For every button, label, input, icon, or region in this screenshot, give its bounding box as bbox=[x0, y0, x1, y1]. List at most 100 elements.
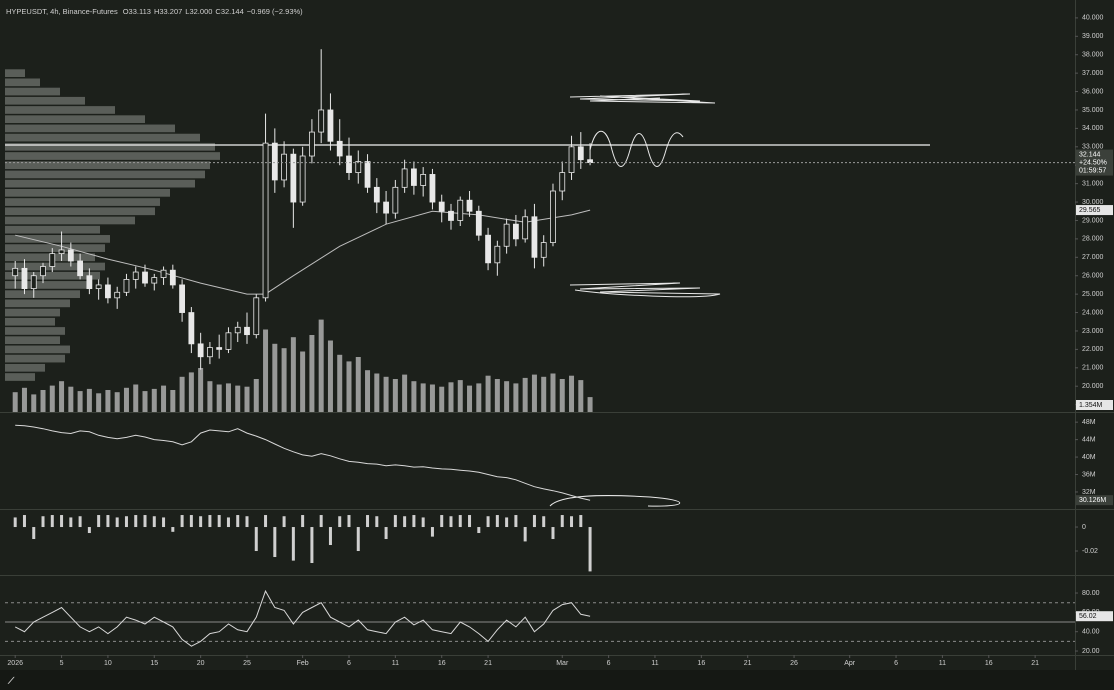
candle-body bbox=[346, 155, 352, 173]
volume-bar bbox=[68, 386, 74, 412]
candle-body bbox=[457, 199, 464, 221]
x-tick-label: 6 bbox=[347, 660, 351, 667]
volume-bar bbox=[272, 343, 278, 412]
volume-profile-bar bbox=[5, 363, 45, 372]
funding-bar bbox=[449, 516, 453, 528]
x-tick-label: Apr bbox=[844, 660, 856, 667]
volume-bar bbox=[513, 383, 519, 412]
candle-body bbox=[299, 155, 306, 203]
candle-body bbox=[160, 269, 167, 278]
y-tick-label: 0 bbox=[1082, 524, 1086, 531]
funding-bar bbox=[523, 527, 527, 542]
x-tick-label: Feb bbox=[297, 660, 309, 667]
volume-profile-bar bbox=[5, 78, 40, 87]
volume-profile-bar bbox=[5, 152, 220, 160]
volume-bar bbox=[179, 376, 185, 412]
volume-value-box bbox=[1076, 400, 1113, 410]
candle-body bbox=[132, 271, 139, 280]
candle-body bbox=[21, 267, 28, 290]
volume-profile-bar bbox=[5, 188, 170, 197]
volume-bar bbox=[318, 319, 324, 412]
volume-bar bbox=[457, 380, 463, 412]
x-tick-label: 10 bbox=[104, 660, 112, 667]
volume-bar bbox=[485, 375, 491, 412]
volume-value: 1.354M bbox=[1079, 402, 1103, 409]
y-tick-label: 33.000 bbox=[1082, 144, 1104, 151]
candle-body bbox=[40, 266, 46, 277]
x-tick-label: 15 bbox=[150, 660, 158, 667]
y-tick-label: 21.000 bbox=[1082, 365, 1104, 372]
volume-bar bbox=[522, 377, 528, 412]
volume-bar bbox=[402, 374, 408, 412]
funding-bar bbox=[421, 517, 425, 528]
volume-bar bbox=[327, 340, 333, 412]
funding-bar bbox=[97, 515, 101, 528]
volume-profile-bar bbox=[5, 142, 215, 151]
volume-bar bbox=[420, 383, 426, 412]
volume-bar bbox=[355, 357, 361, 412]
funding-bar bbox=[226, 517, 230, 528]
funding-bar bbox=[542, 516, 546, 528]
volume-bar bbox=[578, 380, 584, 412]
volume-bar bbox=[467, 385, 473, 412]
y-tick-label: 34.000 bbox=[1082, 125, 1104, 132]
x-tick-label: 20 bbox=[197, 660, 205, 667]
y-tick-label: 28.000 bbox=[1082, 236, 1104, 243]
candle-body bbox=[179, 284, 185, 313]
funding-bar bbox=[375, 516, 379, 528]
candle-body bbox=[86, 275, 93, 290]
y-tick-label: 20.00 bbox=[1082, 648, 1100, 655]
y-tick-label: 80.00 bbox=[1082, 590, 1100, 597]
volume-bar bbox=[244, 386, 250, 412]
candle-body bbox=[475, 210, 482, 236]
volume-profile-bar bbox=[5, 161, 210, 170]
indicator-line bbox=[14, 589, 591, 647]
pane-separators bbox=[0, 0, 1114, 670]
volume-bar bbox=[151, 388, 157, 412]
funding-bar bbox=[403, 516, 407, 528]
y-tick-label: 36.000 bbox=[1082, 88, 1104, 95]
symbol: HYPEUSDT, 4h, Binance-Futures bbox=[6, 7, 118, 16]
volume-bar bbox=[133, 384, 139, 412]
volume-profile-bar bbox=[5, 96, 85, 105]
candle-body bbox=[197, 343, 204, 358]
scribble bbox=[569, 93, 716, 104]
funding-bar bbox=[143, 515, 147, 528]
candle-body bbox=[262, 142, 269, 299]
volume-bar bbox=[569, 375, 575, 412]
y-tick-label: 48M bbox=[1082, 419, 1096, 426]
volume-profile-bar bbox=[5, 345, 70, 354]
volume-bar bbox=[300, 351, 306, 412]
volume-profile-bar bbox=[5, 207, 155, 216]
funding-bar bbox=[217, 515, 221, 528]
funding-bar bbox=[328, 527, 332, 546]
funding-bar bbox=[505, 517, 509, 528]
volume-bar bbox=[216, 384, 222, 412]
funding-bar bbox=[208, 515, 212, 528]
funding-bar bbox=[579, 515, 583, 528]
volume-bar bbox=[411, 381, 417, 412]
candle-body bbox=[30, 275, 37, 290]
footer bbox=[0, 670, 1114, 690]
funding-bar bbox=[245, 516, 249, 528]
candle-body bbox=[327, 109, 334, 142]
funding-bar bbox=[189, 515, 193, 528]
funding-bar bbox=[291, 527, 295, 561]
candle-body bbox=[188, 312, 195, 345]
x-tick-label: 6 bbox=[607, 660, 611, 667]
candle-body bbox=[12, 267, 19, 277]
volume-bar bbox=[253, 379, 259, 412]
x-tick-label: 11 bbox=[392, 660, 399, 667]
funding-bar bbox=[338, 516, 342, 528]
candle-body bbox=[420, 174, 427, 186]
candle-body bbox=[410, 168, 417, 186]
volume-bar bbox=[123, 387, 129, 412]
volume-bar bbox=[198, 368, 204, 412]
ohlc: O33.113 bbox=[123, 7, 151, 16]
volume-profile-bar bbox=[5, 225, 100, 234]
funding-bar bbox=[22, 515, 26, 528]
ohlc: L32.000 bbox=[185, 7, 212, 16]
volume-bar bbox=[587, 397, 593, 412]
